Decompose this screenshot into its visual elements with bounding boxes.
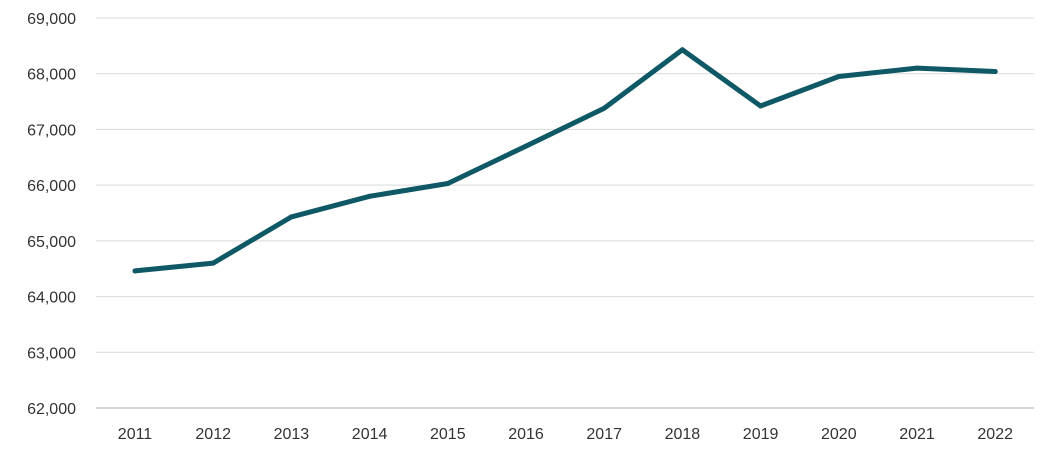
data-point [758, 103, 764, 109]
x-tick-label: 2012 [195, 426, 231, 443]
x-tick-label: 2017 [586, 426, 622, 443]
data-point [210, 260, 216, 266]
y-tick-label: 68,000 [27, 67, 76, 84]
data-point [914, 65, 920, 71]
y-tick-label: 66,000 [27, 178, 76, 195]
data-point [523, 143, 529, 149]
data-point [679, 47, 685, 53]
x-tick-label: 2022 [977, 426, 1013, 443]
x-tick-label: 2013 [274, 426, 310, 443]
y-tick-label: 64,000 [27, 290, 76, 307]
y-tick-label: 69,000 [27, 11, 76, 28]
x-tick-label: 2016 [508, 426, 544, 443]
data-point [445, 180, 451, 186]
y-tick-label: 67,000 [27, 122, 76, 139]
data-point [601, 105, 607, 111]
x-tick-label: 2021 [899, 426, 935, 443]
y-tick-label: 65,000 [27, 234, 76, 251]
data-point [836, 74, 842, 79]
data-point [992, 68, 998, 74]
x-tick-label: 2014 [352, 426, 388, 443]
data-point [132, 268, 138, 274]
gridlines [96, 17, 1034, 409]
y-tick-label: 62,000 [27, 401, 76, 418]
data-point [367, 193, 373, 199]
x-tick-label: 2015 [430, 426, 466, 443]
x-tick-label: 2019 [743, 426, 779, 443]
series-line [132, 47, 998, 274]
x-axis-tick-labels: 2011 2012 2013 2014 2015 2016 2017 2018 2019 2020… [118, 426, 1013, 443]
x-tick-label: 2011 [118, 426, 153, 443]
x-tick-label: 2020 [821, 426, 857, 443]
y-tick-label: 63,000 [27, 345, 76, 362]
y-axis-tick-labels: 62,000 63,000 64,000 65,000 66,000 67,000 68,0… [27, 11, 76, 418]
data-point [288, 214, 294, 220]
series-group [132, 47, 998, 274]
x-tick-label: 2018 [665, 426, 701, 443]
